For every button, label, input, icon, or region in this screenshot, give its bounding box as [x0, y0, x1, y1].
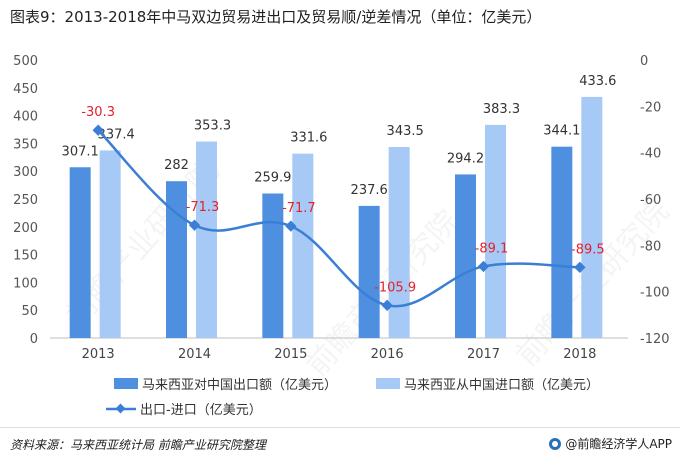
brand-logo-icon — [549, 437, 562, 450]
legend-swatch-export — [114, 378, 138, 389]
x-axis-tick-label: 2013 — [82, 347, 115, 362]
left-axis-tick-label: 0 — [30, 332, 38, 347]
import-value-label: 331.6 — [290, 131, 327, 146]
right-axis-tick-label: -40 — [640, 147, 661, 162]
import-value-label: 383.3 — [483, 102, 520, 117]
export-bar — [551, 146, 573, 338]
left-axis-tick-label: 50 — [21, 304, 38, 319]
left-axis-tick-label: 350 — [13, 137, 38, 152]
left-axis-tick-label: 450 — [13, 82, 38, 97]
bars-layer: 307.1337.4282353.3259.9331.6237.6343.529… — [62, 74, 616, 339]
chart-title: 图表9：2013-2018年中马双边贸易进出口及贸易顺/逆差情况（单位：亿美元） — [10, 8, 542, 26]
legend-label-export: 马来西亚对中国出口额（亿美元） — [142, 378, 337, 393]
right-axis-tick-label: -80 — [640, 239, 661, 254]
x-axis-tick-label: 2014 — [178, 347, 211, 362]
import-bar — [99, 150, 121, 338]
export-value-label: 294.2 — [447, 151, 484, 166]
export-bar — [69, 167, 91, 338]
x-axis-tick-label: 2015 — [274, 347, 307, 362]
left-axis-tick-label: 100 — [13, 276, 38, 291]
right-axis-tick-label: 0 — [640, 54, 648, 69]
balance-point — [477, 260, 490, 273]
balance-point — [574, 261, 586, 273]
right-axis-tick-label: -120 — [640, 332, 670, 347]
right-axis-tick-label: -20 — [640, 100, 661, 115]
brand-text: @前瞻经济学人APP — [565, 437, 672, 451]
left-axis-tick-label: 200 — [13, 221, 38, 236]
import-value-label: 433.6 — [579, 74, 616, 89]
export-value-label: 259.9 — [254, 170, 291, 185]
import-value-label: 353.3 — [194, 119, 231, 134]
import-value-label: 343.5 — [387, 124, 424, 139]
right-axis-tick-label: -60 — [640, 193, 661, 208]
export-value-label: 344.1 — [543, 124, 580, 139]
export-value-label: 307.1 — [62, 144, 99, 159]
x-axis-tick-label: 2017 — [467, 347, 500, 362]
import-bar — [196, 141, 217, 338]
import-bar — [388, 147, 410, 338]
balance-point — [188, 219, 201, 231]
balance-point — [381, 299, 393, 311]
right-axis-ticks: -120 -100 -80 -60 -40 -20 0 — [640, 54, 670, 347]
import-bar — [581, 96, 603, 339]
legend-swatch-marker — [115, 403, 126, 414]
left-axis-tick-label: 250 — [13, 193, 38, 208]
legend-label-balance: 出口-进口（亿美元） — [140, 403, 262, 418]
legend-label-import: 马来西亚从中国进口额（亿美元） — [404, 378, 599, 393]
balance-value-label: -71.3 — [186, 200, 220, 215]
balance-point — [92, 124, 104, 136]
right-axis-tick-label: -100 — [640, 286, 670, 301]
source-note: 资料来源：马来西亚统计局 前瞻产业研究院整理 — [10, 438, 266, 452]
export-value-label: 282 — [164, 158, 189, 173]
x-axis-tick-label: 2016 — [371, 347, 404, 362]
export-value-label: 237.6 — [351, 183, 388, 198]
brand-credit: @前瞻经济学人APP — [549, 435, 672, 452]
footer-divider — [0, 427, 680, 428]
x-axis-tick-label: 2018 — [563, 347, 596, 362]
import-bar — [292, 153, 314, 338]
export-bar — [358, 205, 380, 338]
legend: 马来西亚对中国出口额（亿美元） 马来西亚从中国进口额（亿美元） 出口-进口（亿美元） — [106, 378, 599, 418]
export-bar — [166, 181, 187, 338]
export-bar — [262, 193, 284, 338]
left-axis-tick-label: 150 — [13, 249, 38, 264]
left-axis-tick-label: 500 — [13, 54, 38, 69]
import-bar — [485, 124, 506, 339]
left-axis-ticks: 0 50 100 150 200 250 300 350 400 450 500 — [13, 54, 38, 347]
left-axis-tick-label: 400 — [13, 110, 38, 125]
balance-value-label: -30.3 — [81, 105, 115, 120]
export-bar — [455, 174, 476, 338]
legend-swatch-import — [376, 378, 400, 389]
balance-value-label: -89.1 — [475, 241, 509, 256]
balance-point — [285, 220, 297, 232]
balance-value-label: -71.7 — [282, 201, 316, 216]
category-labels: 2013 2014 2015 2016 2017 2018 — [82, 347, 597, 362]
line-layer: -30.3 -71.3 -71.7 -105.9 -89.1 -89.5 — [81, 105, 605, 311]
left-axis-tick-label: 300 — [13, 165, 38, 180]
balance-value-label: -105.9 — [374, 280, 416, 295]
balance-value-label: -89.5 — [571, 242, 605, 257]
